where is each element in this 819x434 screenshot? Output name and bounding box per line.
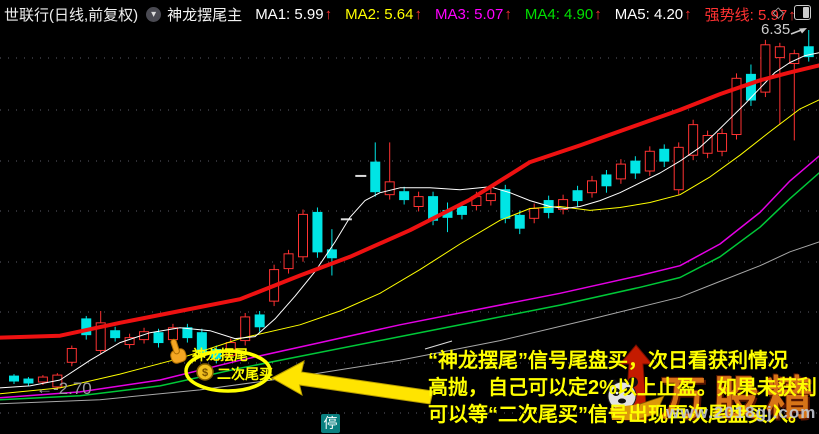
- note-line: 可以等“二次尾买”信号出现再次尾盘买入。: [428, 404, 808, 426]
- candle-up: [774, 46, 785, 59]
- candle-down: [370, 161, 381, 193]
- candle-up: [587, 180, 597, 194]
- candle-up: [485, 193, 496, 202]
- ma1-readout: MA1: 5.99↑: [255, 5, 333, 23]
- note-line: 高抛，自己可以定2%以上止盈。如果未获利: [428, 377, 817, 399]
- candle-up: [66, 347, 77, 363]
- candle-down: [456, 205, 467, 215]
- line-MA2: [0, 99, 819, 395]
- candle-down: [110, 330, 121, 339]
- candle-down: [9, 375, 19, 382]
- candle-up: [240, 316, 251, 342]
- candle-up: [731, 77, 742, 136]
- candle-up: [37, 376, 48, 383]
- watermark-url: www.2018gj.com: [666, 403, 817, 422]
- low-price-label: ←-2.70: [36, 379, 92, 398]
- stock-title: 世联行(日线,前复权): [4, 6, 139, 24]
- candle-down: [514, 214, 525, 229]
- ma4-readout: MA4: 4.90↑: [524, 5, 602, 23]
- candle-down: [630, 160, 641, 174]
- candle-up: [615, 163, 626, 180]
- line-MA5: [0, 241, 819, 405]
- signal-label-dragon: 神龙摆尾: [192, 347, 248, 363]
- candle-up: [717, 133, 728, 152]
- up-arrow: ↑: [414, 5, 422, 23]
- candle-up: [283, 253, 294, 270]
- candle-down: [572, 190, 583, 202]
- ma5-readout: MA5: 4.20↑: [614, 5, 692, 23]
- candle-down: [81, 318, 92, 336]
- up-arrow: ↑: [504, 5, 512, 23]
- candles-group: [9, 30, 814, 390]
- diamond-icon[interactable]: ◇: [772, 4, 784, 21]
- up-arrow: ↑: [684, 5, 692, 23]
- up-arrow: ↑: [788, 6, 796, 24]
- pause-badge: 停: [321, 414, 340, 433]
- candle-up: [688, 124, 699, 156]
- high-pointer-arrow: [790, 28, 807, 35]
- candle-down: [601, 174, 612, 187]
- watermark-text: 万股精: [660, 372, 819, 424]
- candle-down: [312, 211, 323, 253]
- up-arrow: ↑: [324, 5, 333, 23]
- candle-up: [673, 146, 684, 191]
- line-MA1: [0, 52, 819, 389]
- coin-icon: $: [196, 363, 214, 381]
- candle-down: [659, 148, 670, 162]
- candle-down: [745, 73, 756, 101]
- mascot-panda-arrow: [607, 344, 665, 421]
- candle-up: [558, 199, 569, 210]
- up-arrow: ↑: [594, 5, 602, 23]
- split-pane-icon[interactable]: [794, 5, 811, 20]
- ma2-readout: MA2: 5.64↑: [345, 5, 422, 23]
- candle-down: [182, 327, 193, 339]
- candle-down: [500, 189, 511, 219]
- candle-up: [225, 342, 236, 356]
- line-MA4: [0, 172, 819, 401]
- signal-label-second-buy: 二次尾买: [217, 366, 273, 382]
- candle-up: [95, 322, 106, 351]
- note-line: “神龙摆尾”信号尾盘买，次日看获利情况: [428, 350, 788, 372]
- candle-down: [23, 378, 34, 384]
- indicator-name[interactable]: 神龙摆尾主: [167, 6, 243, 24]
- svg-text:$: $: [202, 367, 208, 379]
- candle-up: [644, 150, 655, 172]
- high-price-label: 6.35: [761, 21, 791, 38]
- signal-highlight-ellipse: [184, 349, 272, 393]
- big-yellow-arrow: [270, 360, 434, 405]
- line-强势线: [0, 63, 819, 340]
- grid-lines: [0, 57, 819, 414]
- candle-down: [196, 332, 207, 353]
- candle-up: [760, 44, 771, 93]
- window-tools: ◇: [772, 5, 811, 20]
- chart-header-bar: 世联行(日线,前复权) ▾ 神龙摆尾主 MA1: 5.99↑ MA2: 5.64…: [0, 0, 819, 28]
- note-text-block: “神龙摆尾”信号尾盘买，次日看获利情况 高抛，自己可以定2%以上止盈。如果未获利…: [428, 348, 819, 429]
- line-MA3: [0, 155, 819, 399]
- annotation-line: [424, 340, 453, 350]
- ma3-readout: MA3: 5.07↑: [434, 5, 512, 23]
- candle-up: [413, 196, 424, 207]
- chevron-down-icon[interactable]: ▾: [146, 6, 162, 22]
- strength-line-readout: 强势线: 5.97↑: [704, 6, 796, 24]
- candle-down: [153, 332, 164, 344]
- candle-down: [803, 46, 814, 58]
- candle-down: [399, 191, 410, 201]
- candle-up: [384, 181, 395, 196]
- candle-down: [254, 314, 265, 328]
- candle-up: [529, 207, 540, 219]
- candle-up: [298, 213, 308, 258]
- candle-up: [702, 135, 713, 154]
- hand-pointer-icon: [170, 338, 187, 364]
- ma-lines-group: [0, 52, 819, 405]
